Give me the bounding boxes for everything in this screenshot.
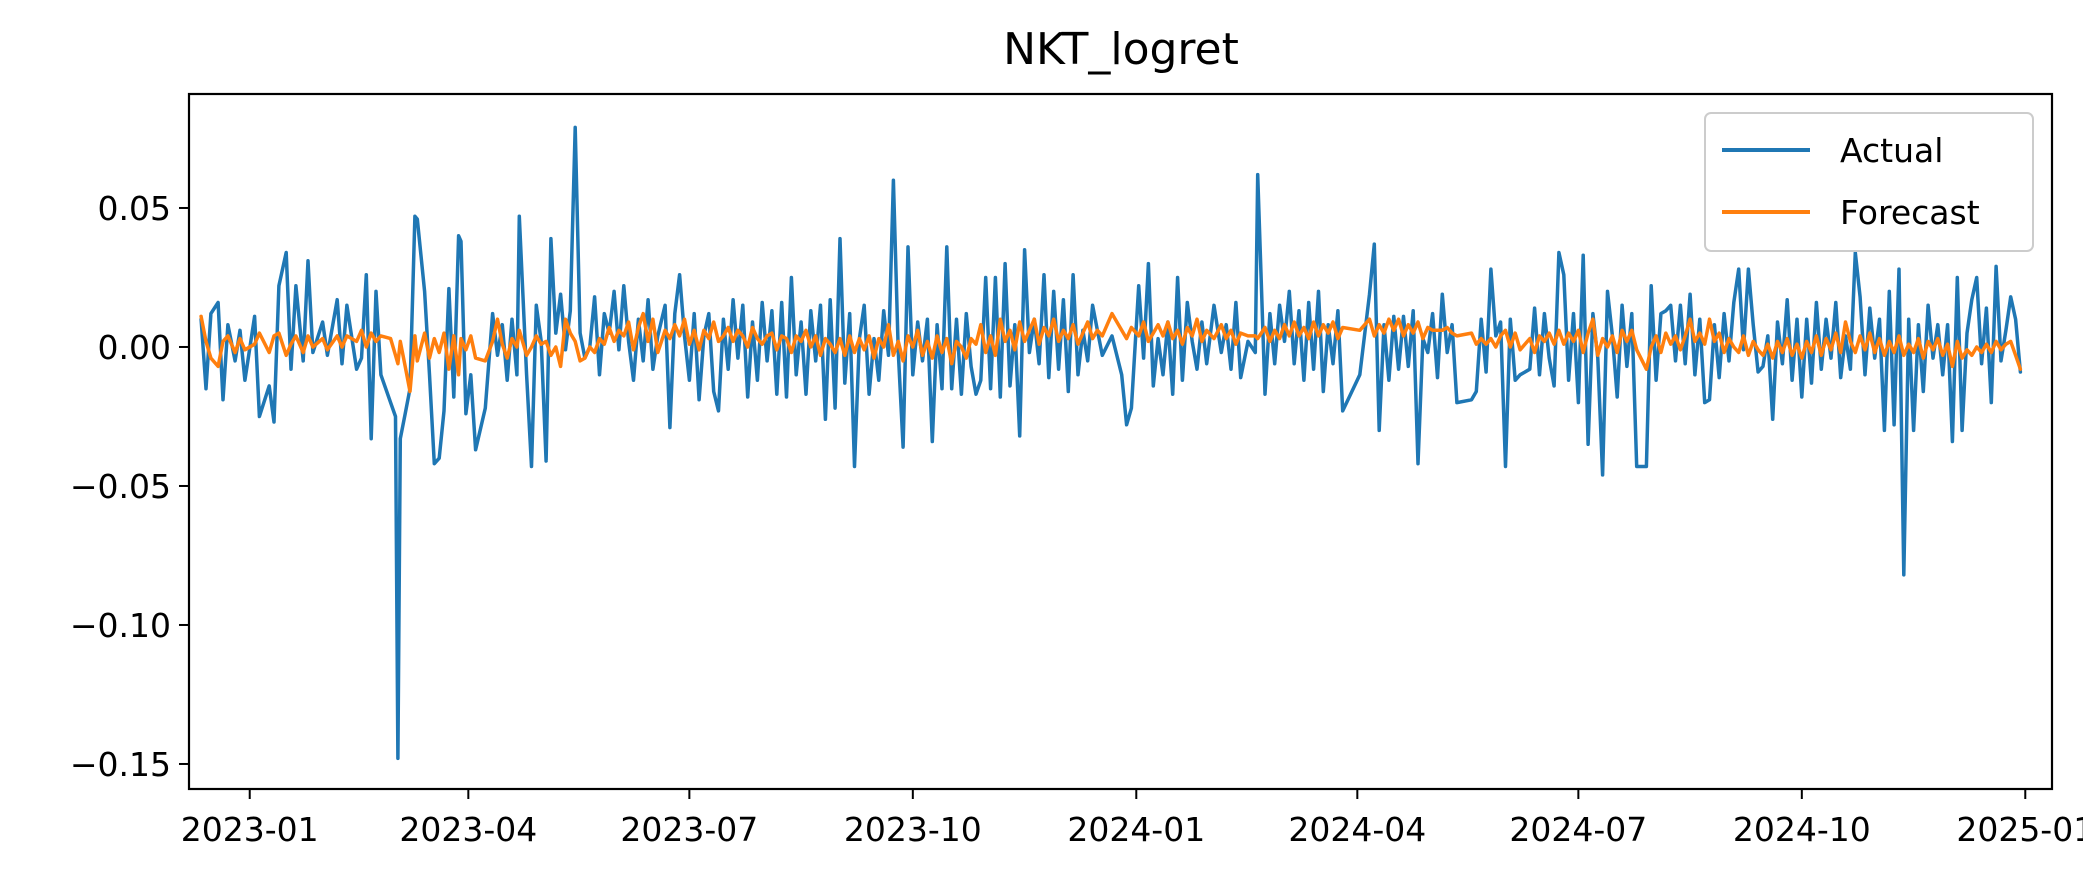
series-line-forecast [199, 311, 2023, 394]
x-tick-label: 2024-10 [1733, 810, 1871, 849]
x-tick-label: 2024-04 [1288, 810, 1426, 849]
plot-area [199, 125, 2023, 761]
legend: Actual Forecast [1704, 112, 2034, 252]
y-tick-label: −0.15 [70, 745, 171, 784]
x-tick-label: 2024-07 [1509, 810, 1647, 849]
x-tick-label: 2024-01 [1067, 810, 1205, 849]
series-line-actual [199, 125, 2023, 761]
y-tick-label: −0.05 [70, 467, 171, 506]
x-tick-label: 2023-10 [844, 810, 982, 849]
chart-title: NKT_logret [1003, 24, 1239, 75]
y-tick-label: 0.05 [98, 189, 171, 228]
legend-label-forecast: Forecast [1840, 193, 1980, 232]
legend-label-actual: Actual [1840, 131, 1943, 170]
x-axis: 2023-01 2023-04 2023-07 2023-10 2024-01 2024-… [181, 789, 2083, 849]
y-tick-label: 0.00 [98, 328, 171, 367]
y-axis: 0.05 0.00 −0.05 −0.10 −0.15 [70, 189, 189, 784]
y-tick-label: −0.10 [70, 606, 171, 645]
x-tick-label: 2023-01 [181, 810, 319, 849]
x-tick-label: 2023-07 [620, 810, 758, 849]
x-tick-label: 2023-04 [399, 810, 537, 849]
axes-frame [187, 92, 2054, 791]
x-tick-label: 2025-01 [1956, 810, 2083, 849]
legend-box [1704, 112, 2034, 252]
